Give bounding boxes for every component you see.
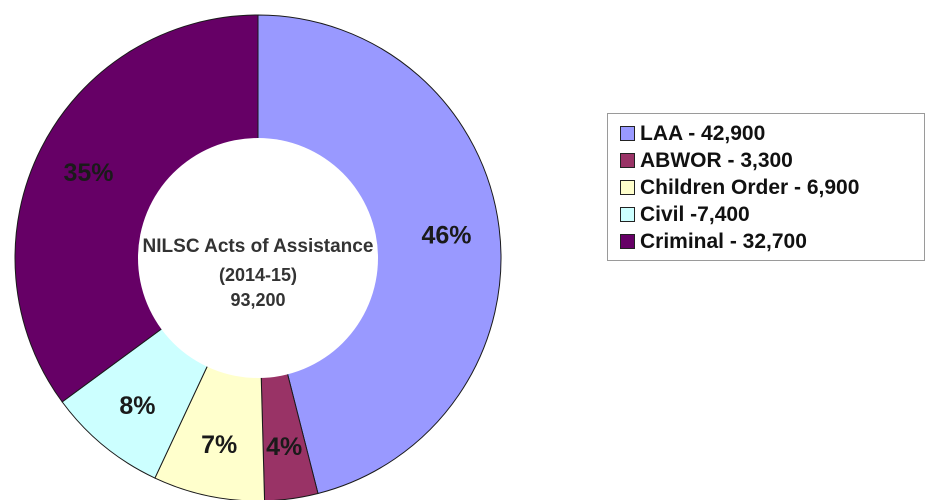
slice-criminal xyxy=(14,14,259,403)
legend-label-civil: Civil -7,400 xyxy=(640,202,750,226)
legend-item-abwor: ABWOR - 3,300 xyxy=(620,147,924,174)
legend-label-children-order: Children Order - 6,900 xyxy=(640,175,860,199)
legend-item-civil: Civil -7,400 xyxy=(620,201,924,228)
legend-label-laa: LAA - 42,900 xyxy=(640,121,766,145)
donut-hole xyxy=(138,138,378,378)
center-title: NILSC Acts of Assistance xyxy=(143,236,374,257)
legend-swatch-criminal xyxy=(620,234,635,249)
slice-label-children-order: 7% xyxy=(201,431,237,459)
donut-chart: 46% 4% 7% 8% 35% NILSC Acts of Assistance (2… xyxy=(14,14,502,500)
slice-labels: 46% 4% 7% 8% 35% xyxy=(63,159,471,461)
center-period: (2014-15) xyxy=(219,265,297,285)
legend-swatch-children-order xyxy=(620,180,635,195)
legend-item-children-order: Children Order - 6,900 xyxy=(620,174,924,201)
legend-item-criminal: Criminal - 32,700 xyxy=(620,228,924,255)
legend-item-laa: LAA - 42,900 xyxy=(620,120,924,147)
legend-swatch-abwor xyxy=(620,153,635,168)
chart-legend: LAA - 42,900 ABWOR - 3,300 Children Orde… xyxy=(607,113,925,261)
legend-swatch-laa xyxy=(620,126,635,141)
slice-label-abwor: 4% xyxy=(266,433,302,461)
slice-label-civil: 8% xyxy=(119,392,155,420)
slice-label-criminal: 35% xyxy=(63,159,113,187)
legend-label-abwor: ABWOR - 3,300 xyxy=(640,148,793,172)
legend-swatch-civil xyxy=(620,207,635,222)
legend-label-criminal: Criminal - 32,700 xyxy=(640,229,807,253)
slice-laa xyxy=(257,14,502,495)
center-total: 93,200 xyxy=(230,290,285,310)
slice-label-laa: 46% xyxy=(421,221,471,249)
